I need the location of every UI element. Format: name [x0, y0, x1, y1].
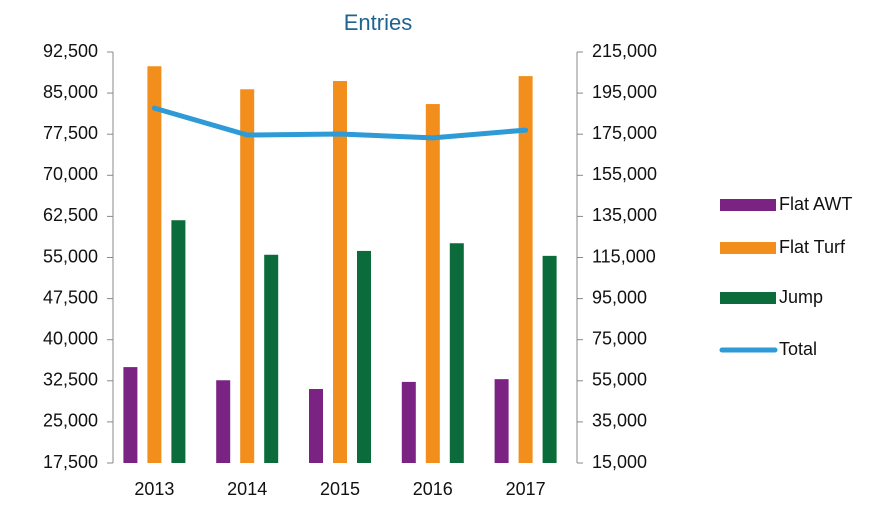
y2-tick-label: 195,000 [592, 82, 657, 102]
y-tick-label: 17,500 [43, 452, 98, 472]
y2-tick-label: 15,000 [592, 452, 647, 472]
x-tick-label: 2017 [506, 479, 546, 499]
bar [494, 379, 509, 463]
y-tick-label: 55,000 [43, 246, 98, 266]
legend-swatch [720, 292, 776, 304]
chart-title: Entries [344, 10, 412, 35]
bar [449, 243, 464, 463]
legend-label: Jump [779, 287, 823, 307]
legend-swatch [720, 199, 776, 211]
y-tick-label: 92,500 [43, 41, 98, 61]
y-tick-label: 70,000 [43, 164, 98, 184]
legend-swatch [720, 242, 776, 254]
y2-tick-label: 115,000 [592, 246, 656, 266]
y-tick-label: 62,500 [43, 205, 98, 225]
y-tick-label: 77,500 [43, 123, 98, 143]
legend-label: Flat Turf [779, 237, 846, 257]
bar [518, 76, 533, 463]
y-tick-label: 47,500 [43, 287, 98, 307]
y2-tick-label: 35,000 [592, 411, 647, 431]
y-tick-label: 40,000 [43, 328, 98, 348]
legend-label: Flat AWT [779, 194, 852, 214]
bar [147, 66, 162, 464]
x-tick-label: 2015 [320, 479, 360, 499]
y2-tick-label: 75,000 [592, 328, 647, 348]
y2-tick-label: 175,000 [592, 123, 657, 143]
y-tick-label: 32,500 [43, 370, 98, 390]
y2-tick-label: 95,000 [592, 287, 647, 307]
x-tick-label: 2013 [134, 479, 174, 499]
y-tick-label: 25,000 [43, 411, 98, 431]
bar [309, 389, 323, 463]
y2-tick-label: 135,000 [592, 205, 657, 225]
bar [357, 250, 371, 463]
bar [216, 380, 231, 463]
x-tick-label: 2016 [413, 479, 453, 499]
bar [542, 255, 557, 463]
line-series [151, 105, 529, 141]
bar [123, 367, 138, 463]
y2-tick-label: 215,000 [592, 41, 657, 61]
x-tick-label: 2014 [227, 479, 267, 499]
y-tick-label: 85,000 [43, 82, 98, 102]
bar [264, 254, 279, 463]
bar [240, 89, 255, 463]
y2-tick-label: 155,000 [592, 164, 657, 184]
bar [333, 81, 347, 463]
legend-label: Total [779, 339, 817, 359]
bar [171, 220, 186, 463]
y2-tick-label: 55,000 [592, 370, 647, 390]
bar [425, 104, 440, 463]
bar [401, 381, 416, 463]
